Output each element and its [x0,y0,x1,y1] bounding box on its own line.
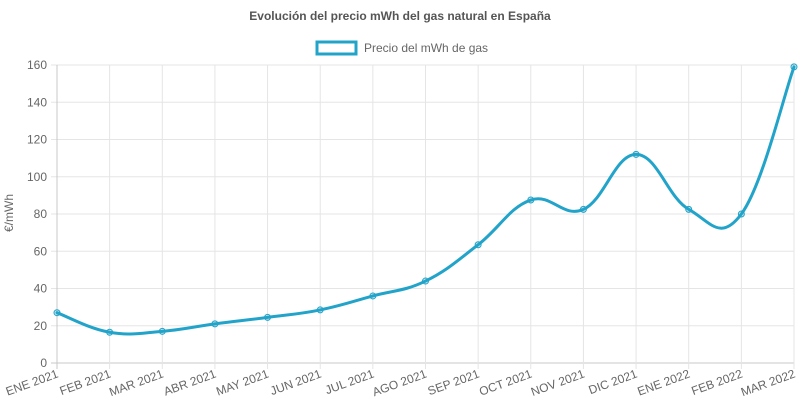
legend[interactable]: Precio del mWh de gas [315,40,488,56]
y-gridlines [51,64,794,364]
x-gridlines [56,65,795,369]
x-tick-label: ABR 2021 [162,367,218,399]
data-point[interactable] [211,320,219,328]
legend-swatch [315,40,358,56]
x-tick-label: FEB 2022 [689,367,744,399]
x-tick-label: DIC 2021 [587,367,640,398]
x-tick-label: ENE 2021 [4,367,60,399]
data-point[interactable] [527,196,535,204]
y-axis-label: €/mWh [2,194,16,232]
x-tick-label: JUL 2021 [323,367,376,398]
x-tick-label: NOV 2021 [529,367,587,399]
x-tick-label: ENE 2022 [636,367,692,399]
x-tick-label: MAR 2021 [107,367,165,400]
data-point[interactable] [53,309,61,317]
y-tick-label: 100 [27,170,47,184]
y-tick-label: 60 [34,244,48,258]
data-point[interactable] [790,63,798,71]
data-point[interactable] [685,205,693,213]
chart-title: Evolución del precio mWh del gas natural… [249,9,551,23]
series-line [55,65,796,336]
data-point[interactable] [106,328,114,336]
data-point[interactable] [474,241,482,249]
x-tick-label: SEP 2021 [426,367,482,399]
x-tick-label: FEB 2021 [58,367,113,399]
y-tick-labels: 0 20 40 60 80 100 120 140 160 [27,58,47,370]
data-point[interactable] [579,205,587,213]
y-tick-label: 40 [34,282,48,296]
data-points [53,63,798,336]
data-point[interactable] [737,210,745,218]
x-tick-label: AGO 2021 [370,367,428,400]
y-tick-label: 80 [34,207,48,221]
data-point[interactable] [632,150,640,158]
data-point[interactable] [369,292,377,300]
data-point[interactable] [316,306,324,314]
y-tick-label: 0 [40,356,47,370]
data-point[interactable] [422,277,429,285]
y-tick-label: 140 [27,95,47,109]
y-tick-label: 120 [27,133,47,147]
x-tick-label: JUN 2021 [268,367,323,399]
data-point[interactable] [264,313,272,321]
x-tick-label: MAY 2021 [214,367,271,399]
legend-label: Precio del mWh de gas [364,41,488,55]
x-tick-label: MAR 2022 [739,367,797,400]
y-tick-label: 160 [27,58,47,72]
y-tick-label: 20 [34,319,48,333]
x-tick-label: OCT 2021 [477,367,534,399]
data-point[interactable] [158,327,166,335]
